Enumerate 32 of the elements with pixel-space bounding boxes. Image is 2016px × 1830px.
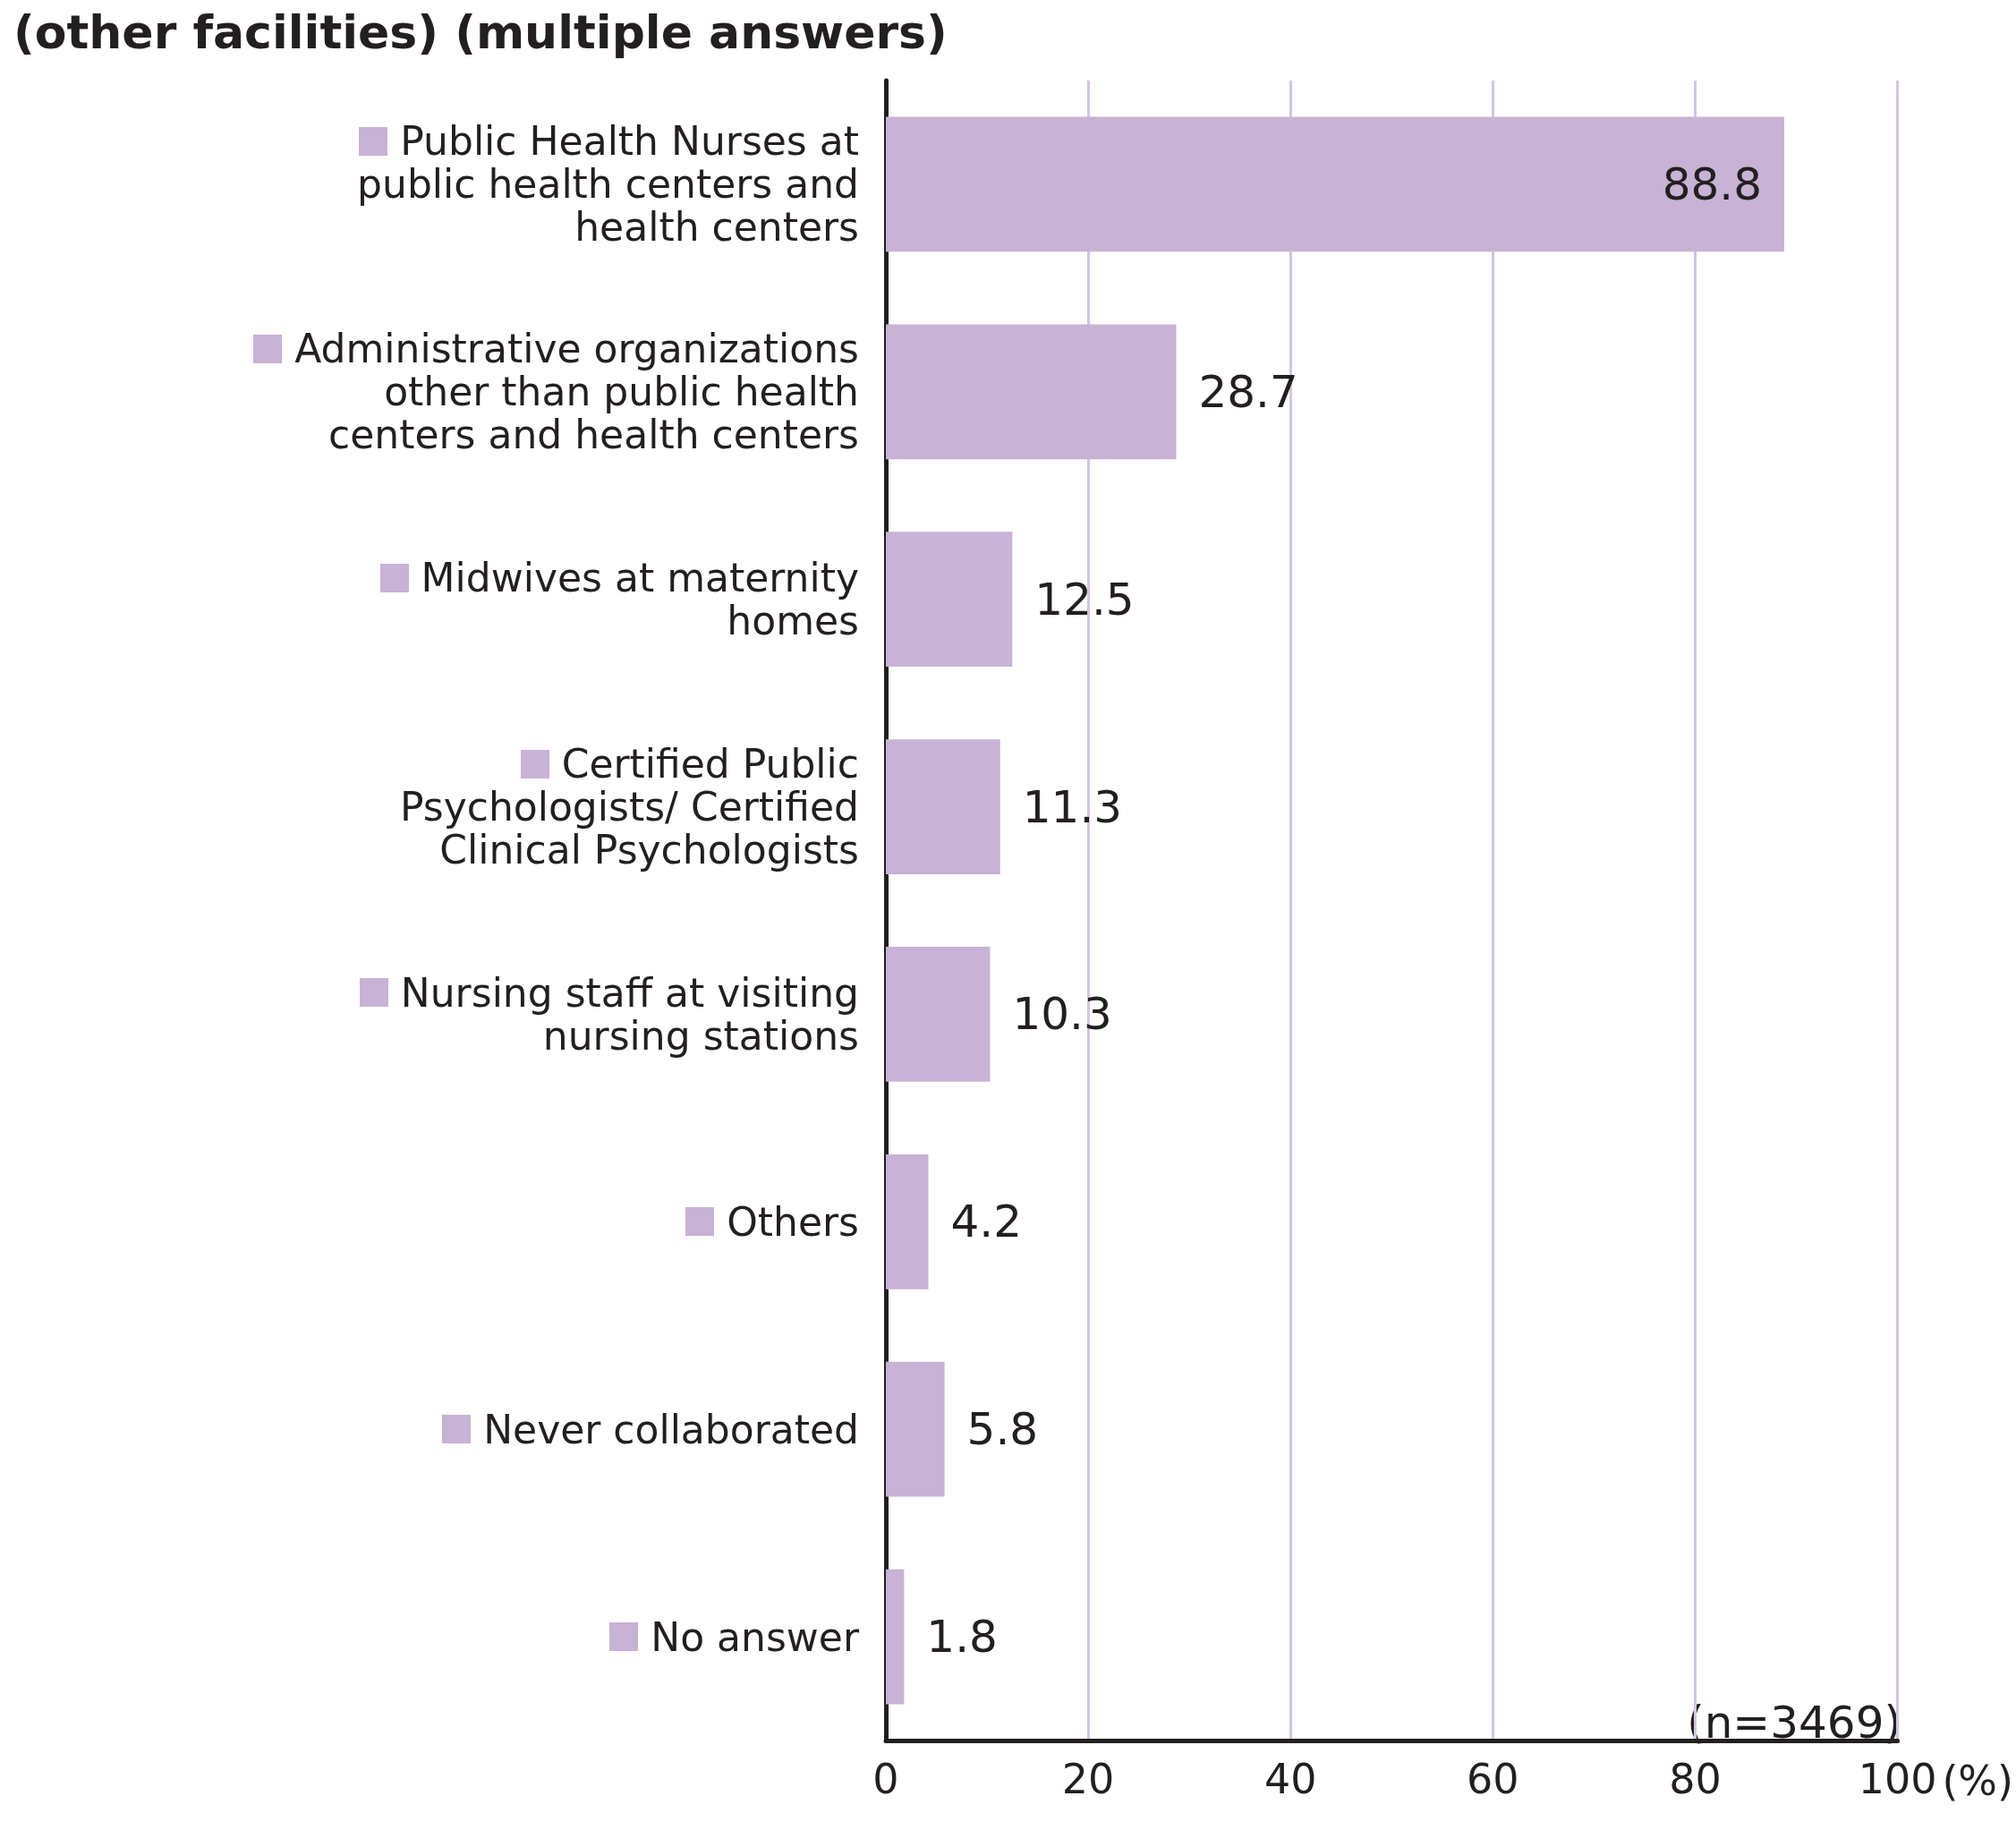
data-label: 1.8: [926, 1611, 998, 1664]
data-label: 5.8: [966, 1403, 1039, 1456]
x-tick-label: 80: [1669, 1755, 1722, 1803]
x-tick-label: 20: [1061, 1755, 1115, 1803]
bar: [886, 324, 1177, 460]
y-tick-label: Certified Public Psychologists/ Certified Clinical Psychologists: [399, 741, 859, 873]
x-tick-label: 0: [872, 1755, 899, 1803]
data-label: 12.5: [1034, 573, 1135, 626]
y-tick-label: Administrative organizations other than public health centers and health centers: [294, 326, 859, 458]
data-label: 11.3: [1022, 780, 1123, 833]
bar: [886, 1569, 905, 1705]
y-tick-label: Others: [727, 1198, 859, 1245]
x-tick-label: 40: [1263, 1755, 1317, 1803]
y-tick-label: No answer: [651, 1613, 860, 1660]
data-label: 10.3: [1012, 988, 1112, 1041]
data-label: 4.2: [950, 1196, 1023, 1248]
bar: [886, 739, 1000, 874]
y-tick-label: Midwives at maternity homes: [421, 555, 859, 644]
x-tick-label: 60: [1467, 1755, 1519, 1803]
bar: [886, 1153, 929, 1290]
bar: [886, 947, 991, 1082]
y-tick-label: Nursing staff at visiting nursing stations: [400, 969, 859, 1059]
y-tick-label: Public Health Nurses at public health centers and health centers: [357, 118, 859, 251]
x-tick-label: 100: [1858, 1755, 1937, 1803]
data-label: 28.7: [1198, 365, 1298, 418]
bar: [886, 116, 1784, 252]
data-label: 88.8: [1662, 157, 1762, 210]
text: (other facilities) (multiple answers): [13, 5, 948, 59]
x-axis-title: (%): [1942, 1757, 2014, 1805]
bar: [886, 532, 1013, 668]
bar: [886, 1361, 945, 1497]
y-tick-label: Never collaborated: [483, 1406, 859, 1452]
